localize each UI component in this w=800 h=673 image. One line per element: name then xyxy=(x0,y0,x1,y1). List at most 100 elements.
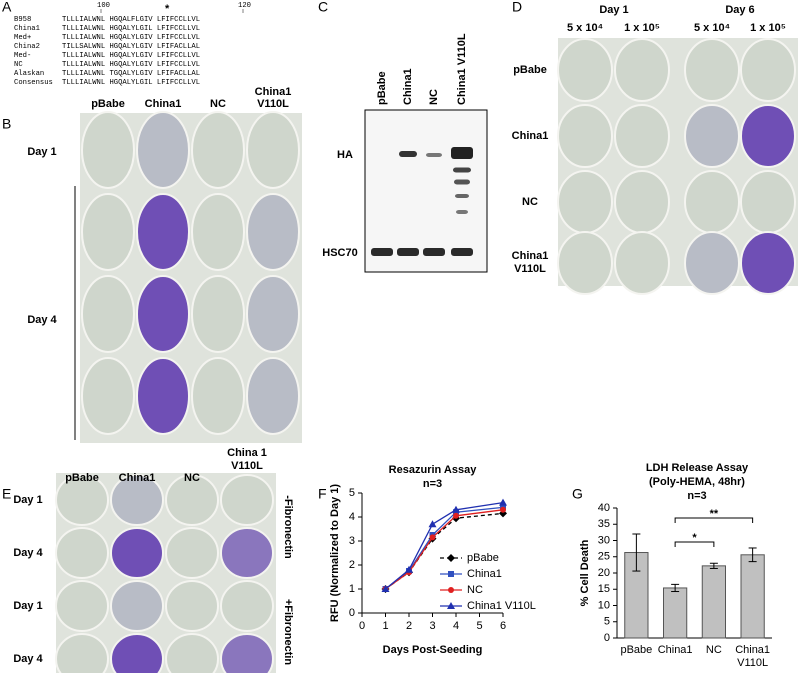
band xyxy=(456,210,468,214)
chart-subtitle: (Poly-HEMA, 48hr) xyxy=(649,476,745,488)
plate xyxy=(557,38,613,102)
band xyxy=(426,153,442,157)
bar xyxy=(701,565,726,639)
plate xyxy=(614,38,670,102)
density-label: 1 x 10⁵ xyxy=(750,22,786,34)
chart-title: Resazurin Assay xyxy=(389,464,478,476)
row-label: V110L xyxy=(514,263,546,275)
row-label: pBabe xyxy=(513,64,547,76)
plate xyxy=(110,580,164,632)
plate xyxy=(110,474,164,526)
marker xyxy=(447,554,455,562)
x-tick-label: 2 xyxy=(406,620,412,632)
y-axis-label: RFU (Normalized to Day 1) xyxy=(329,484,341,622)
column-label: China1 xyxy=(255,86,292,98)
plate xyxy=(81,275,135,353)
panel-label: G xyxy=(572,486,583,502)
error-bar xyxy=(671,583,680,593)
y-axis-label: % Cell Death xyxy=(579,539,591,606)
chart-title: LDH Release Assay xyxy=(646,462,749,474)
y-tick-label: 25 xyxy=(598,551,610,563)
plate xyxy=(740,170,796,234)
marker xyxy=(447,602,455,609)
marker xyxy=(448,571,454,577)
band xyxy=(451,248,473,256)
y-tick-label: 35 xyxy=(598,518,610,530)
column-label: V110L xyxy=(231,460,263,472)
band-label: HSC70 xyxy=(322,247,357,259)
plate xyxy=(684,104,740,168)
marker xyxy=(429,534,436,541)
legend-label: China1 xyxy=(467,568,502,580)
bar xyxy=(740,554,765,639)
y-tick-label: 15 xyxy=(598,583,610,595)
plate xyxy=(246,111,300,189)
plate xyxy=(81,111,135,189)
plate xyxy=(246,193,300,271)
x-tick-label: 0 xyxy=(359,620,365,632)
condition-label: +Fibronectin xyxy=(282,599,294,666)
marker xyxy=(381,585,390,592)
sequence: TILLSALWNL HGQALYLGIV LFIFACLLAL xyxy=(62,43,200,51)
plate xyxy=(55,580,109,632)
sequence-name: B958 xyxy=(14,16,31,24)
y-tick-label: 4 xyxy=(349,511,355,523)
row-label: China1 xyxy=(512,250,549,262)
plate xyxy=(136,275,190,353)
x-tick-label: China1 xyxy=(658,644,693,656)
plate xyxy=(191,357,245,435)
x-tick-label: 6 xyxy=(500,620,506,632)
plate xyxy=(110,633,164,673)
y-tick-label: 40 xyxy=(598,502,610,514)
y-tick-label: 30 xyxy=(598,534,610,546)
plate xyxy=(220,580,274,632)
ruler-label: 100 xyxy=(97,2,110,10)
plate xyxy=(136,193,190,271)
plate xyxy=(740,38,796,102)
panel-label: C xyxy=(318,0,328,15)
plate xyxy=(165,580,219,632)
plate xyxy=(246,357,300,435)
plate xyxy=(191,275,245,353)
row-label: Day 1 xyxy=(13,600,42,612)
y-tick-label: 5 xyxy=(349,487,355,499)
sequence-name: NC xyxy=(14,61,23,69)
ruler-label: 120 xyxy=(238,2,251,10)
column-label: pBabe xyxy=(91,98,125,110)
plate xyxy=(740,104,796,168)
band xyxy=(453,167,471,173)
plate xyxy=(165,527,219,579)
sequence: TLLLIALWNL HGQALYLGIV LFIFCCLLVL xyxy=(62,34,200,42)
plate xyxy=(220,633,274,673)
plate xyxy=(614,104,670,168)
significance-bracket xyxy=(674,541,715,547)
row-label: Day 4 xyxy=(13,653,43,665)
plate xyxy=(740,231,796,295)
legend-label: pBabe xyxy=(467,552,499,564)
y-tick-label: 20 xyxy=(598,567,610,579)
row-label: NC xyxy=(522,196,538,208)
sequence: TLLLIALWNL HGQALYLGIV LFIFCCLLVL xyxy=(62,52,200,60)
plate xyxy=(684,231,740,295)
column-label: China1 xyxy=(145,98,182,110)
plate xyxy=(220,474,274,526)
lane-label: pBabe xyxy=(376,71,388,105)
error-bar xyxy=(709,562,718,569)
plate xyxy=(557,170,613,234)
x-tick-label: 3 xyxy=(429,620,435,632)
y-tick-label: 2 xyxy=(349,559,355,571)
sequence-name: Alaskan xyxy=(14,70,44,78)
panel-label: A xyxy=(2,0,12,15)
sequence-name: Consensus xyxy=(14,79,53,87)
sequence-name: Med+ xyxy=(14,34,31,42)
plate xyxy=(614,231,670,295)
marker xyxy=(499,509,507,518)
x-tick-label: NC xyxy=(706,644,722,656)
y-tick-label: 10 xyxy=(598,599,610,611)
panel-label: E xyxy=(2,486,11,502)
lane-label: China1 xyxy=(402,68,414,105)
plate xyxy=(191,193,245,271)
x-axis-label: Days Post-Seeding xyxy=(383,644,483,656)
panel-label: F xyxy=(318,486,327,502)
